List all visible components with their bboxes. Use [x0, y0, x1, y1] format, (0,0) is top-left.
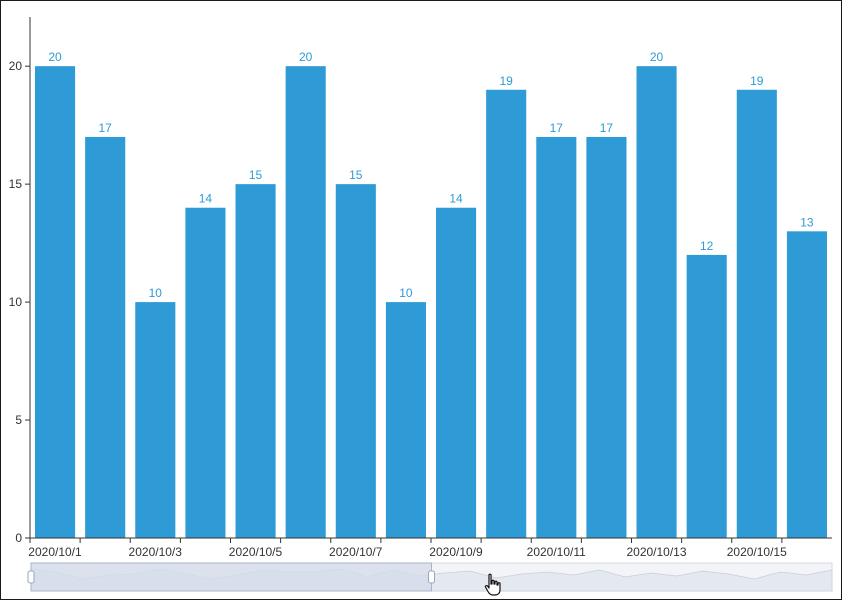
bar-data-label: 10: [399, 286, 413, 300]
y-tick-label: 15: [9, 177, 23, 191]
bar-data-label: 19: [750, 74, 764, 88]
bar-data-label: 20: [48, 50, 62, 64]
bar: [185, 207, 226, 539]
bar: [686, 254, 727, 538]
bar-data-label: 10: [149, 286, 163, 300]
bar-data-label: 19: [500, 74, 514, 88]
x-tick-label: 2020/10/3: [129, 545, 183, 559]
bar-data-label: 15: [249, 168, 263, 182]
bar-data-label: 17: [600, 121, 614, 135]
y-tick-label: 20: [9, 59, 23, 73]
x-tick-label: 2020/10/5: [229, 545, 283, 559]
bar: [35, 66, 76, 539]
x-tick-label: 2020/10/1: [28, 545, 82, 559]
bar-data-label: 17: [550, 121, 564, 135]
bar-data-label: 12: [700, 239, 714, 253]
x-tick-label: 2020/10/13: [626, 545, 686, 559]
zoom-selection-window[interactable]: [30, 562, 432, 592]
bar: [85, 136, 126, 538]
bar: [486, 89, 527, 539]
bar: [586, 136, 627, 538]
bar-data-label: 20: [299, 50, 313, 64]
y-tick-label: 10: [9, 295, 23, 309]
bar-data-label: 15: [349, 168, 363, 182]
zoom-handle-right[interactable]: [428, 570, 435, 584]
bar: [436, 207, 477, 539]
bar: [385, 302, 426, 538]
bar: [235, 184, 276, 538]
bar: [135, 302, 176, 538]
bar: [285, 66, 326, 539]
y-tick-label: 0: [15, 531, 22, 545]
zoom-handle-left[interactable]: [27, 570, 35, 584]
bar-data-label: 14: [199, 192, 213, 206]
x-tick-label: 2020/10/9: [429, 545, 483, 559]
bar: [736, 89, 777, 539]
bar: [636, 66, 677, 539]
bar-data-label: 20: [650, 50, 664, 64]
x-tick-label: 2020/10/11: [527, 545, 586, 559]
x-tick-label: 2020/10/15: [727, 545, 787, 559]
bar-data-label: 14: [449, 192, 463, 206]
x-tick-label: 2020/10/7: [329, 545, 383, 559]
bar-data-label: 17: [99, 121, 113, 135]
bar-data-label: 13: [800, 215, 814, 229]
y-tick-label: 5: [15, 413, 22, 427]
hand-pointer-icon: [484, 573, 501, 596]
bar: [536, 136, 577, 538]
bar: [786, 231, 827, 538]
bar: [335, 184, 376, 538]
